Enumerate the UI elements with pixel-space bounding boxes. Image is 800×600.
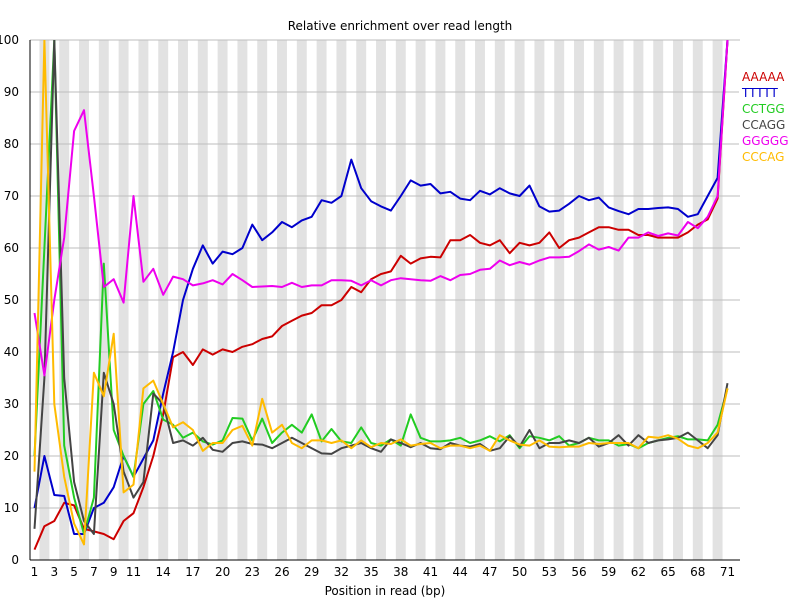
legend-box <box>739 68 795 162</box>
x-tick-label: 65 <box>660 565 675 579</box>
chart-title: Relative enrichment over read length <box>288 19 513 33</box>
y-tick-label: 50 <box>4 293 19 307</box>
legend-label: TTTTT <box>741 86 778 100</box>
legend-label: AAAAA <box>742 70 785 84</box>
x-tick-label: 62 <box>631 565 646 579</box>
x-tick-label: 5 <box>70 565 78 579</box>
x-tick-label: 7 <box>90 565 98 579</box>
x-tick-label: 38 <box>393 565 408 579</box>
series-line-aaaaa <box>33 40 729 550</box>
y-tick-label: 0 <box>11 553 19 567</box>
y-tick-label: 10 <box>4 501 19 515</box>
x-tick-label: 9 <box>110 565 118 579</box>
x-tick-label: 41 <box>423 565 438 579</box>
x-tick-label: 23 <box>245 565 260 579</box>
x-tick-label: 26 <box>274 565 289 579</box>
x-tick-label: 50 <box>512 565 527 579</box>
x-tick-label: 35 <box>363 565 378 579</box>
y-tick-label: 70 <box>4 189 19 203</box>
x-tick-label: 44 <box>453 565 468 579</box>
x-tick-label: 71 <box>720 565 735 579</box>
y-tick-label: 100 <box>0 33 19 47</box>
x-tick-label: 1 <box>31 565 39 579</box>
y-tick-label: 80 <box>4 137 19 151</box>
x-tick-label: 59 <box>601 565 616 579</box>
x-tick-labels: 1 3 5 7 9 11 14 17 20 23 26 29 32 35 38 41 44 47 50 53 56 59 6… <box>31 565 735 579</box>
y-tick-label: 20 <box>4 449 19 463</box>
x-tick-label: 32 <box>334 565 349 579</box>
y-tick-label: 90 <box>4 85 19 99</box>
series-line-ccagg <box>33 40 729 535</box>
legend-label: GGGGG <box>742 134 789 148</box>
x-tick-label: 68 <box>690 565 705 579</box>
x-tick-label: 14 <box>156 565 171 579</box>
legend-label: CCAGG <box>742 118 785 132</box>
x-axis-title: Position in read (bp) <box>325 584 446 598</box>
y-tick-label: 40 <box>4 345 19 359</box>
axes <box>29 40 740 561</box>
x-tick-label: 3 <box>50 565 58 579</box>
series-line-ggggg <box>33 40 729 377</box>
legend: AAAAA TTTTT CCTGG CCAGG GGGGG CCCAG <box>739 68 795 164</box>
x-tick-label: 53 <box>542 565 557 579</box>
y-tick-label: 60 <box>4 241 19 255</box>
x-tick-label: 56 <box>571 565 586 579</box>
legend-label: CCTGG <box>742 102 785 116</box>
y-tick-labels: 0 10 20 30 40 50 60 70 80 90 100 <box>0 33 19 567</box>
series-line-ttttt <box>33 40 729 535</box>
y-tick-label: 30 <box>4 397 19 411</box>
x-tick-label: 29 <box>304 565 319 579</box>
x-tick-label: 20 <box>215 565 230 579</box>
x-tick-label: 11 <box>126 565 141 579</box>
series-lines <box>33 40 729 550</box>
legend-label: CCCAG <box>742 150 784 164</box>
x-tick-label: 47 <box>482 565 497 579</box>
x-tick-label: 17 <box>185 565 200 579</box>
series-line-cccag <box>33 40 729 546</box>
